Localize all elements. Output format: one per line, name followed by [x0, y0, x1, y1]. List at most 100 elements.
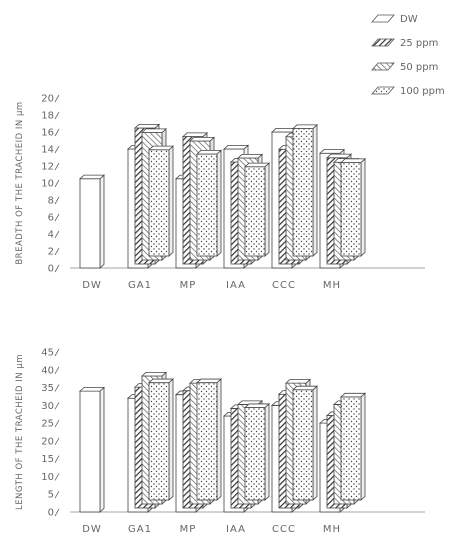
y-tick-label: 30	[41, 401, 54, 412]
bar-front	[244, 166, 266, 257]
y-tick-mark	[54, 437, 60, 446]
bar-top	[243, 162, 271, 168]
bar-top	[236, 153, 264, 159]
y-tick-mark	[54, 247, 60, 256]
x-category-label: GA1	[128, 524, 152, 535]
bar-top	[140, 128, 168, 133]
y-tick-mark	[54, 111, 60, 120]
y-tick-label: 6	[48, 213, 54, 224]
x-category-label: CCC	[272, 280, 296, 291]
y-tick-mark	[54, 384, 60, 392]
bar-top	[325, 153, 353, 159]
legend: DW 25 ppm 50 ppm 100 ppm	[371, 14, 445, 97]
y-tick-label: 18	[41, 111, 54, 122]
y-tick-label: 25	[41, 419, 54, 430]
y-tick-mark	[54, 145, 60, 154]
y-tick-label: 45	[41, 348, 54, 359]
bar-side	[168, 145, 174, 257]
x-category-label: MP	[180, 524, 197, 535]
y-tick-label: 8	[48, 196, 54, 207]
bar-top	[181, 132, 209, 137]
bar-front	[244, 407, 266, 501]
y-tick-label: 5	[48, 490, 54, 501]
y-tick-label: 35	[41, 383, 54, 394]
bar	[147, 145, 175, 257]
legend-swatch	[371, 62, 395, 71]
bar-front	[196, 153, 218, 257]
chart-length: 0 5 10 15 20 25 30 35 40 45 LENGTH OF THE TRACHEID…	[15, 348, 425, 535]
bar-front	[292, 128, 314, 257]
bar-top	[222, 144, 250, 150]
y-tick-mark	[54, 230, 60, 239]
bar	[243, 403, 271, 501]
y-tick-mark	[54, 508, 60, 517]
bar-side	[264, 162, 270, 257]
bar-top	[318, 149, 346, 154]
bar-side	[312, 124, 318, 257]
bar-top	[291, 124, 319, 129]
y-tick-label: 20	[41, 436, 54, 447]
legend-swatch	[371, 86, 395, 95]
x-category-label: GA1	[128, 280, 152, 291]
bar-top	[147, 378, 175, 384]
x-category-label: MH	[323, 524, 341, 535]
bar-front	[148, 149, 170, 257]
bar	[291, 385, 319, 501]
y-tick-mark	[54, 366, 60, 374]
x-category-label: CCC	[272, 524, 296, 535]
bar	[195, 378, 223, 501]
y-tick-mark	[54, 491, 60, 499]
x-category-label: DW	[82, 280, 102, 291]
bar-top	[270, 127, 298, 133]
bar-side	[264, 403, 270, 501]
y-tick-label: 10	[41, 472, 54, 483]
legend-label: 50 ppm	[400, 62, 438, 73]
bar-top	[243, 403, 271, 408]
legend-label: DW	[400, 14, 418, 25]
bar-front	[196, 382, 218, 501]
y-tick-mark	[54, 179, 60, 188]
y-tick-mark	[54, 162, 60, 171]
legend-swatch	[371, 38, 395, 47]
y-tick-label: 14	[41, 145, 54, 156]
bar-front	[340, 396, 362, 501]
x-category-label: MH	[323, 280, 341, 291]
y-tick-mark	[54, 264, 60, 273]
bar-top	[339, 392, 367, 398]
bar	[339, 392, 367, 501]
y-tick-label: 0	[48, 264, 54, 275]
bar	[243, 162, 271, 257]
bar	[78, 174, 106, 269]
bar	[339, 158, 367, 257]
x-category-label: IAA	[226, 280, 246, 291]
bar-side	[168, 378, 174, 501]
y-tick-label: 15	[41, 454, 54, 465]
bar-front	[340, 162, 362, 257]
y-tick-label: 0	[48, 508, 54, 519]
y-tick-label: 4	[48, 230, 54, 241]
bar-top	[140, 371, 168, 377]
y-tick-label: 20	[41, 94, 54, 105]
y-tick-mark	[54, 94, 60, 103]
bar-side	[99, 174, 105, 269]
chart-breadth: 0 2 4 6 8 10 12 14 16 18 20 BREADTH OF THE TRACHEID…	[15, 94, 425, 291]
x-category-label: DW	[82, 524, 102, 535]
bar-top	[284, 379, 312, 384]
bar-top	[339, 158, 367, 163]
x-category-label: MP	[180, 280, 197, 291]
bar-top	[133, 124, 161, 129]
bar-front	[148, 382, 170, 501]
bar	[147, 378, 175, 501]
y-tick-mark	[54, 419, 60, 428]
y-tick-mark	[54, 348, 60, 357]
bar-side	[312, 385, 318, 501]
y-tick-mark	[54, 455, 60, 463]
y-axis-label: BREADTH OF THE TRACHEID IN µm	[15, 101, 25, 264]
bar-top	[195, 378, 223, 384]
y-tick-label: 12	[41, 162, 54, 173]
bar	[195, 149, 223, 257]
bar-top	[188, 136, 216, 142]
bar-top	[291, 385, 319, 391]
y-tick-mark	[54, 213, 60, 222]
